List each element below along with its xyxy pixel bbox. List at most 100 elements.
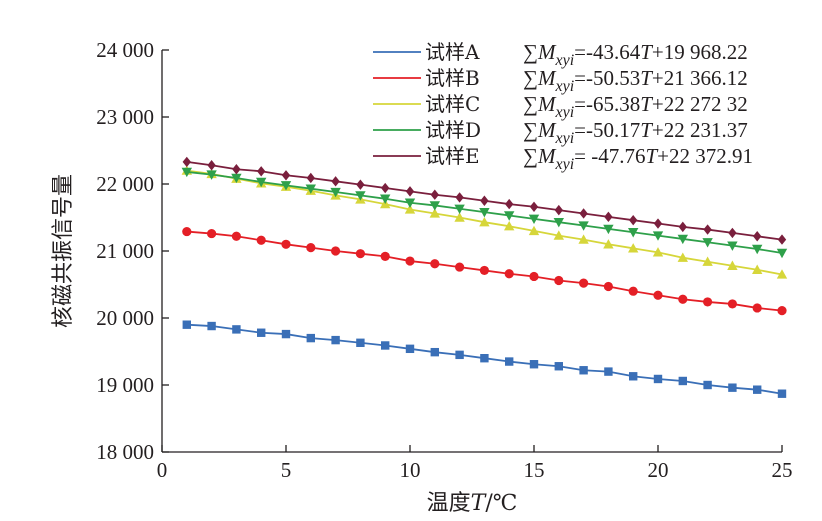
data-point: [629, 372, 638, 381]
x-tick-label: 5: [281, 458, 292, 482]
data-point: [752, 264, 763, 274]
data-point: [504, 221, 515, 231]
data-point: [652, 231, 664, 241]
data-point: [578, 234, 589, 244]
y-tick-label: 21 000: [96, 239, 154, 263]
data-point: [480, 354, 489, 363]
equation-part: ∑: [523, 92, 538, 116]
data-point: [430, 347, 439, 357]
data-point: [727, 260, 738, 270]
data-point: [677, 252, 688, 262]
data-point: [579, 366, 588, 375]
data-point: [529, 201, 539, 212]
equation-part: = -47.76: [574, 144, 645, 168]
x-ticks: 0 5 10 15 20 25: [157, 445, 793, 482]
x-tick-label: 10: [400, 458, 421, 482]
series-3: [181, 165, 788, 279]
legend-equation: ∑Mxyi=-43.64T+19 968.22: [523, 40, 748, 69]
legend-equation: ∑Mxyi=-50.17T+22 231.37: [523, 118, 748, 147]
data-point: [628, 228, 639, 238]
data-point: [529, 271, 539, 282]
data-point: [182, 226, 192, 237]
data-point: [280, 181, 292, 191]
data-point: [553, 230, 564, 240]
data-point: [182, 320, 191, 329]
data-point: [356, 179, 365, 190]
data-point: [753, 385, 762, 394]
legend-equation: ∑Mxyi=-65.38T+22 272 32: [523, 92, 748, 121]
equation-part: ∑: [523, 40, 538, 64]
data-point: [579, 208, 588, 219]
equation-part: ∑: [523, 118, 538, 142]
equation-part: T: [640, 118, 653, 142]
data-point: [404, 204, 416, 214]
equation-part: +22 272 32: [652, 92, 748, 116]
y-tick-label: 23 000: [96, 105, 154, 129]
data-point: [603, 239, 614, 249]
data-point: [728, 227, 737, 239]
data-point: [752, 303, 762, 313]
y-tick-label: 20 000: [96, 306, 154, 330]
data-point: [207, 321, 216, 331]
data-point: [777, 306, 787, 316]
data-point: [455, 192, 464, 203]
data-point: [405, 344, 415, 354]
data-point: [777, 234, 787, 245]
legend-entry: 试样C ∑Mxyi=-65.38T+22 272 32: [373, 92, 748, 121]
data-point: [429, 208, 440, 218]
data-point: [182, 156, 191, 168]
data-point: [181, 167, 192, 178]
data-point: [554, 362, 563, 371]
legend-entry: 试样B ∑Mxyi=-50.53T+21 366.12: [373, 66, 748, 95]
data-point: [232, 325, 241, 334]
y-tick-label: 19 000: [96, 373, 154, 397]
data-point: [256, 235, 266, 245]
legend-label: 试样B: [425, 66, 480, 90]
equation-part: ∑: [523, 144, 538, 168]
data-point: [306, 172, 315, 184]
equation-part: xyi: [554, 156, 574, 173]
data-point: [678, 294, 688, 304]
data-point: [554, 204, 563, 216]
data-point: [256, 177, 267, 188]
data-point: [603, 281, 614, 292]
equation-part: =-50.17: [574, 118, 640, 142]
data-point: [529, 360, 539, 369]
data-point: [232, 164, 241, 175]
data-point: [405, 186, 415, 197]
series-5: [182, 156, 787, 245]
series-layer: [181, 156, 788, 398]
data-point: [776, 269, 788, 279]
data-point: [703, 224, 712, 235]
data-point: [678, 376, 687, 386]
x-tick-label: 20: [648, 458, 669, 482]
x-tick-label: 25: [772, 458, 793, 482]
data-point: [504, 211, 515, 221]
data-point: [677, 234, 688, 245]
data-point: [653, 374, 663, 384]
plot-area: 0 5 10 15 20 25 18 000 19 000 20 000 21 000 22 00…: [96, 38, 792, 482]
series-2: [182, 226, 787, 316]
equation-part: xyi: [554, 78, 574, 95]
x-axis-title-var: T: [471, 491, 488, 516]
data-point: [702, 256, 713, 266]
data-point: [777, 389, 787, 398]
series-4: [181, 167, 788, 259]
data-point: [504, 269, 514, 279]
data-point: [702, 238, 713, 248]
data-point: [554, 275, 564, 286]
data-point: [454, 204, 465, 214]
equation-part: T: [645, 144, 658, 168]
data-point: [231, 231, 241, 241]
data-point: [653, 290, 663, 300]
x-axis-title: 温度T/℃: [427, 491, 518, 516]
equation-part: T: [640, 92, 653, 116]
equation-part: xyi: [554, 130, 574, 147]
data-point: [480, 195, 489, 206]
data-point: [579, 278, 589, 288]
equation-part: ∑: [523, 66, 538, 90]
legend-entry: 试样E ∑Mxyi= -47.76T+22 372.91: [373, 144, 753, 173]
equation-part: T: [640, 40, 653, 64]
